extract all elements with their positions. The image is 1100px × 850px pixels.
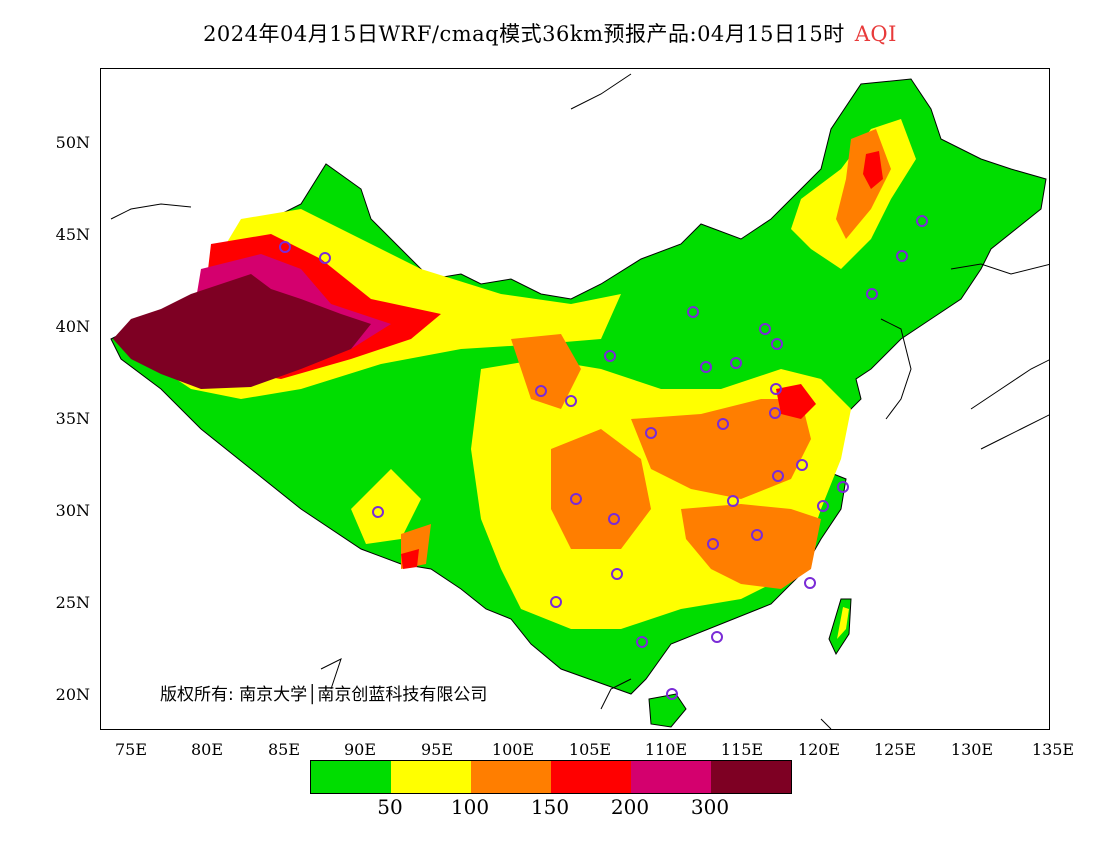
x-tick-label: 135E	[1031, 740, 1075, 759]
station-marker	[772, 470, 784, 482]
x-tick-label: 100E	[491, 740, 535, 759]
zone-unhealthy-shandong	[776, 384, 816, 419]
station-marker	[769, 407, 781, 419]
station-marker	[711, 631, 723, 643]
aqi-legend	[310, 760, 792, 794]
zone-moderate-tibet	[351, 469, 421, 544]
zone-hazardous	[113, 274, 371, 389]
station-marker	[666, 688, 678, 700]
x-tick-label: 125E	[873, 740, 917, 759]
y-tick-label: 40N	[55, 317, 90, 336]
station-marker	[759, 323, 771, 335]
title-variable: AQI	[854, 22, 897, 46]
station-marker	[372, 506, 384, 518]
station-marker	[770, 383, 782, 395]
station-marker	[565, 395, 577, 407]
station-marker	[727, 495, 739, 507]
station-marker	[550, 596, 562, 608]
y-tick-label: 35N	[55, 409, 90, 428]
station-marker	[707, 538, 719, 550]
zone-sensitive-sichuan	[551, 429, 651, 549]
x-tick-label: 110E	[644, 740, 688, 759]
x-tick-label: 95E	[420, 740, 454, 759]
station-marker	[636, 636, 648, 648]
station-marker	[730, 357, 742, 369]
coastline-lake-balkhash	[110, 203, 192, 220]
station-marker	[817, 500, 829, 512]
station-marker	[611, 568, 623, 580]
x-tick-label: 75E	[114, 740, 148, 759]
station-marker	[837, 481, 849, 493]
legend-label: 50	[377, 795, 403, 819]
station-marker	[866, 288, 878, 300]
x-tick-label: 85E	[267, 740, 301, 759]
station-marker	[319, 252, 331, 264]
legend-swatch-moderate	[391, 761, 471, 793]
legend-swatch-sensitive	[471, 761, 551, 793]
zone-unhealthy-southwest	[401, 549, 419, 569]
copyright-notice: 版权所有: 南京大学│南京创蓝科技有限公司	[160, 685, 488, 705]
legend-swatch-good	[311, 761, 391, 793]
station-marker	[645, 427, 657, 439]
taiwan-yellow	[837, 607, 849, 639]
x-tick-label: 90E	[343, 740, 377, 759]
station-marker	[771, 338, 783, 350]
legend-label: 300	[690, 795, 730, 819]
legend-swatch-hazardous	[711, 761, 791, 793]
coastline-russia-east	[950, 263, 1049, 275]
y-tick-label: 45N	[55, 225, 90, 244]
x-tick-label: 105E	[568, 740, 612, 759]
x-tick-label: 115E	[720, 740, 764, 759]
y-tick-label: 20N	[55, 685, 90, 704]
station-marker	[570, 493, 582, 505]
x-tick-label: 80E	[190, 740, 224, 759]
zone-sensitive-southeast	[681, 504, 821, 589]
map-frame	[100, 68, 1050, 730]
y-tick-label: 25N	[55, 593, 90, 612]
hainan-island	[648, 693, 687, 728]
station-marker	[687, 306, 699, 318]
zone-sensitive-north	[511, 334, 581, 409]
station-marker	[916, 215, 928, 227]
x-tick-label: 120E	[797, 740, 841, 759]
station-marker	[604, 350, 616, 362]
coastline-myanmar	[320, 658, 342, 690]
legend-label: 200	[610, 795, 650, 819]
legend-label: 150	[530, 795, 570, 819]
station-marker	[751, 529, 763, 541]
station-marker	[535, 385, 547, 397]
x-tick-label: 130E	[950, 740, 994, 759]
legend-swatch-very-unhealthy	[631, 761, 711, 793]
legend-label: 100	[450, 795, 490, 819]
station-marker	[804, 577, 816, 589]
coastline-sea-of-okhotsk	[570, 73, 632, 110]
coastline-vietnam	[600, 678, 832, 729]
zone-unhealthy-northeast	[863, 151, 883, 189]
station-markers	[279, 215, 928, 700]
legend-swatch-unhealthy	[551, 761, 631, 793]
station-marker	[717, 418, 729, 430]
coastline-korea	[880, 318, 912, 420]
station-marker	[279, 241, 291, 253]
station-marker	[896, 250, 908, 262]
aqi-map	[110, 73, 1049, 729]
y-tick-label: 50N	[55, 133, 90, 152]
station-marker	[796, 459, 808, 471]
coastline-japan	[970, 359, 1049, 450]
station-marker	[700, 361, 712, 373]
title-main: 2024年04月15日WRF/cmaq模式36km预报产品:04月15日15时	[203, 22, 845, 46]
map-title: 2024年04月15日WRF/cmaq模式36km预报产品:04月15日15时 A…	[0, 18, 1100, 48]
zone-sensitive-central	[631, 399, 811, 499]
y-tick-label: 30N	[55, 501, 90, 520]
station-marker	[608, 513, 620, 525]
